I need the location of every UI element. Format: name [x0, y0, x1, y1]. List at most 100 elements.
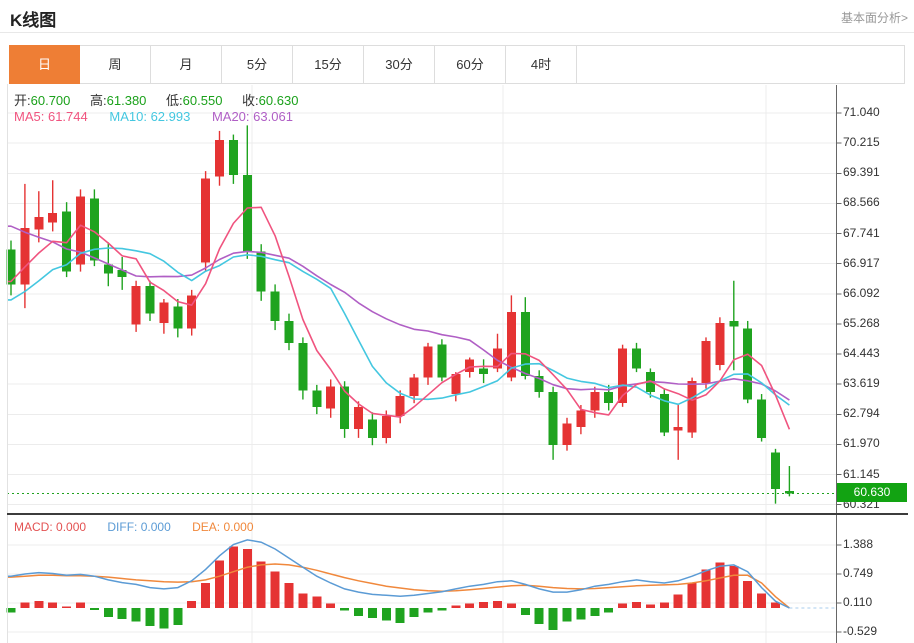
candle-body [590, 392, 600, 411]
macd-bar [687, 583, 697, 608]
price-tick-label: 64.443 [843, 346, 880, 361]
macd-bar [215, 560, 224, 608]
macd-value: 0.000 [56, 520, 87, 534]
title-divider [0, 32, 914, 33]
price-tick-label: 61.145 [843, 466, 880, 481]
macd-tick-label: 1.388 [843, 537, 874, 551]
diff-label: DIFF: [107, 520, 138, 534]
tab-0[interactable]: 日 [9, 45, 80, 84]
macd-bar [381, 608, 391, 621]
tab-2[interactable]: 月 [151, 45, 222, 84]
candle-body [76, 196, 85, 265]
macd-bar [576, 608, 586, 620]
macd-bar [201, 583, 211, 608]
ma20-value: 63.061 [253, 109, 293, 124]
candle-body [6, 249, 16, 285]
macd-bar [548, 608, 558, 630]
macd-bar [159, 608, 169, 629]
macd-bar [20, 602, 30, 608]
macd-readout: MACD: 0.000 DIFF: 0.000 DEA: 0.000 [14, 520, 272, 534]
candle-body [201, 178, 211, 263]
candle-body [451, 373, 461, 395]
macd-bar [242, 549, 252, 608]
ma-readout: MA5: 61.744 MA10: 62.993 MA20: 63.061 [14, 109, 311, 124]
tab-4[interactable]: 15分 [293, 45, 364, 84]
macd-bar [604, 608, 614, 613]
candle-body [159, 302, 169, 323]
diff-value: 0.000 [140, 520, 171, 534]
candle-body [520, 311, 530, 376]
price-axis [836, 85, 842, 643]
tab-3[interactable]: 5分 [222, 45, 293, 84]
chart-area [0, 84, 914, 643]
ma5-label: MA5: [14, 109, 45, 124]
macd-tick-label: 0.110 [843, 595, 873, 609]
page-title: K线图 [10, 11, 57, 30]
tab-5[interactable]: 30分 [364, 45, 435, 84]
candle-body [604, 392, 614, 404]
candle-body [173, 306, 183, 329]
chart-canvas [6, 85, 842, 643]
price-tick-label: 66.917 [843, 255, 880, 270]
macd-bar [590, 608, 600, 617]
candle-body [771, 452, 780, 490]
macd-tick-label: 0.749 [843, 566, 874, 580]
candle-body [103, 264, 113, 274]
dea-label: DEA: [192, 520, 221, 534]
dea-value: 0.000 [223, 520, 254, 534]
candle-body [465, 359, 475, 373]
price-tick-label: 68.566 [843, 195, 880, 210]
price-tick-label: 61.970 [843, 436, 880, 451]
candle-body [20, 227, 30, 285]
macd-bar [479, 602, 489, 608]
candle-body [632, 348, 641, 369]
macd-bar [6, 608, 16, 613]
macd-bar [34, 601, 44, 608]
ma-lines [7, 225, 790, 401]
price-tick-label: 62.794 [843, 406, 880, 421]
diff-line [7, 539, 790, 609]
open-value: 60.700 [30, 93, 71, 108]
candle-body [367, 419, 377, 438]
macd-bar [312, 596, 322, 608]
pane-left-border [7, 84, 8, 643]
candle-body [493, 348, 502, 369]
macd-bar [228, 546, 238, 608]
candle-body [242, 174, 252, 252]
candle-body [131, 286, 141, 325]
macd-bar [632, 602, 641, 608]
ma10-value: 62.993 [150, 109, 191, 124]
candle-body [409, 377, 419, 396]
macd-lines [7, 539, 837, 609]
macd-bar [562, 608, 572, 622]
tab-6[interactable]: 60分 [435, 45, 506, 84]
candle-body [228, 140, 238, 175]
ma5-line [7, 206, 791, 430]
macd-bar [451, 605, 461, 608]
macd-bar [340, 608, 350, 611]
macd-bar [256, 561, 266, 608]
current-price-badge: 60.630 [837, 483, 907, 503]
tab-7[interactable]: 4时 [506, 45, 577, 84]
macd-bar [701, 569, 711, 608]
candle-body [423, 346, 433, 378]
macd-bar [284, 583, 294, 608]
candle-body [715, 322, 725, 365]
macd-bar [423, 608, 433, 613]
tab-1[interactable]: 周 [80, 45, 151, 84]
dea-line [7, 563, 790, 609]
ohlc-readout: 开:60.700 高:61.380 低:60.550 收:60.630 [14, 90, 314, 109]
candle-body [354, 406, 363, 429]
macd-bar [520, 608, 530, 615]
candle-body [576, 410, 586, 427]
macd-bar [506, 603, 516, 608]
candle-body [784, 490, 794, 494]
candle-body [548, 392, 558, 446]
fundamental-analysis-link[interactable]: 基本面分析> [840, 11, 908, 25]
candle-body [270, 291, 280, 321]
candle-body [89, 198, 99, 261]
close-value: 60.630 [258, 93, 299, 108]
price-tick-label: 69.391 [843, 165, 880, 180]
price-tick-label: 65.268 [843, 315, 880, 330]
